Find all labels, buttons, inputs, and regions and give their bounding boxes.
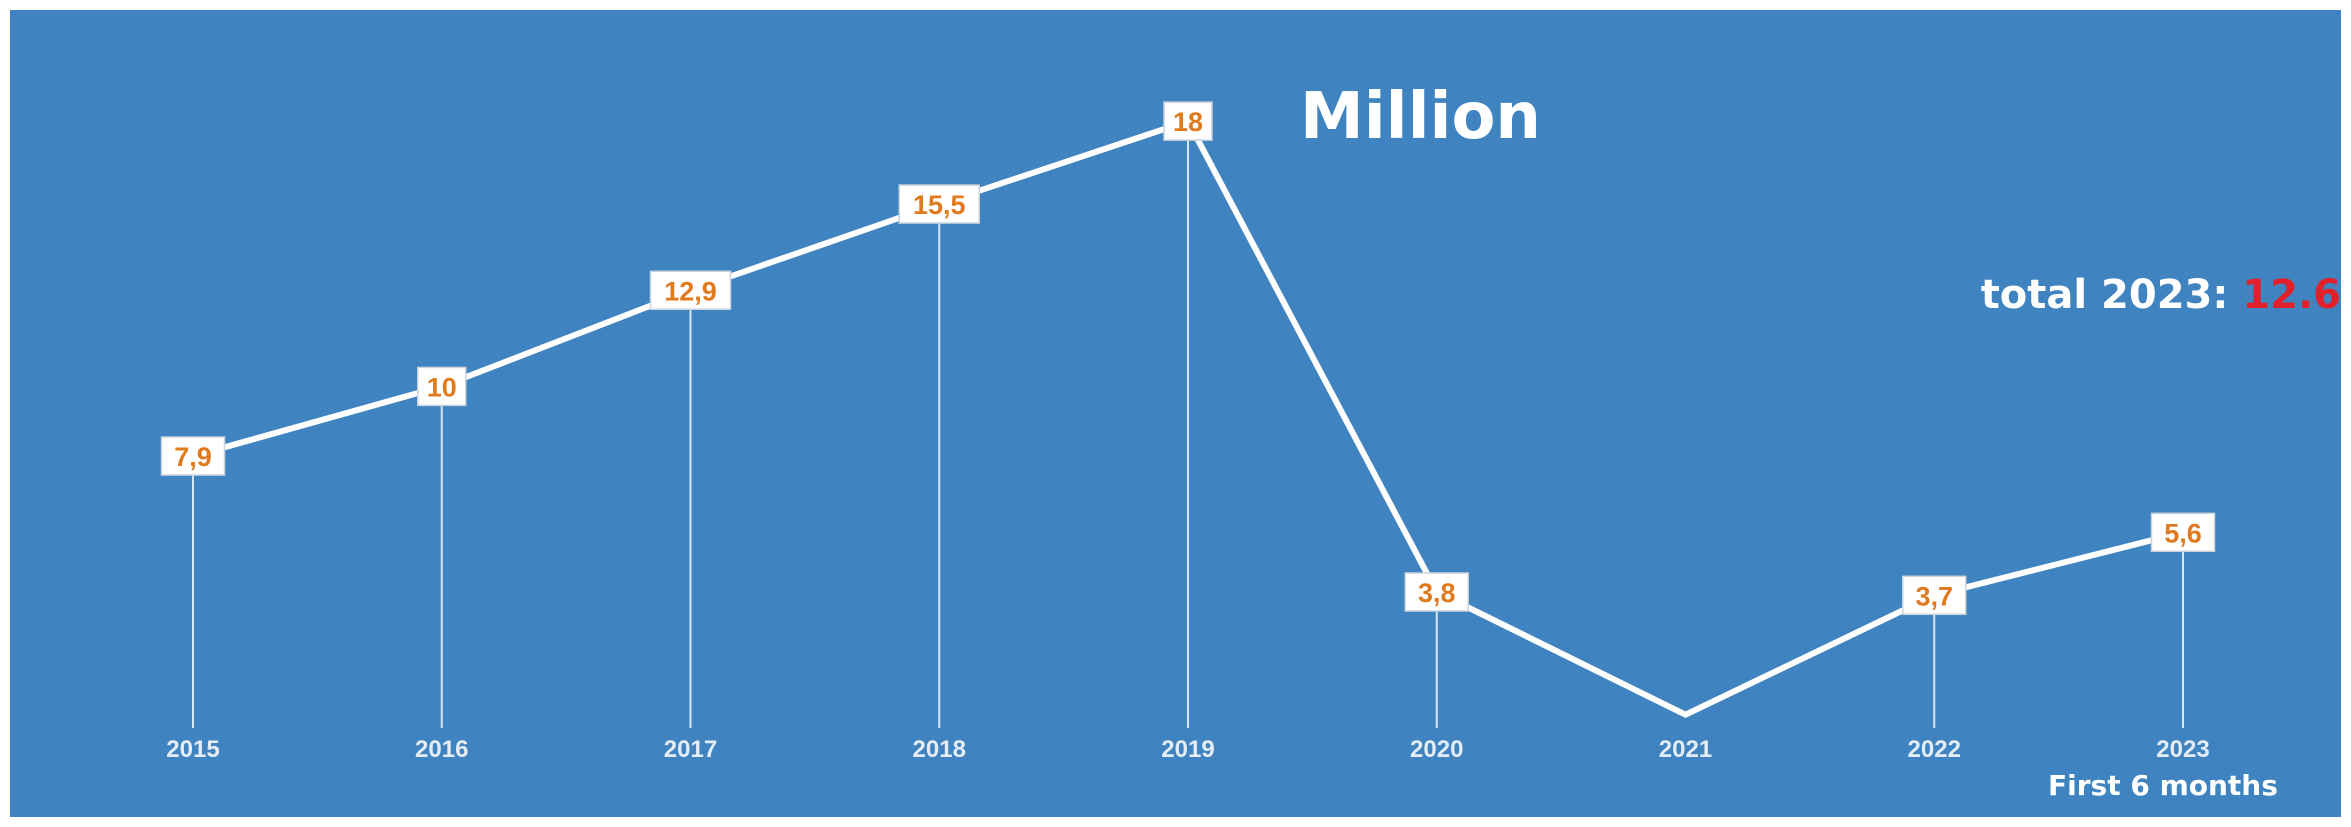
- data-label-2020: 3,8: [1418, 578, 1456, 608]
- data-label-box-2017: [649, 270, 732, 311]
- data-label-2019: 18: [1173, 107, 1203, 137]
- data-label-2016: 10: [427, 372, 457, 402]
- x-tick-label-2018: 2018: [913, 736, 966, 763]
- data-label-2023: 5,6: [2164, 518, 2202, 548]
- chart-panel: 7,9 10 12,9 15,5 18 3,8 3,7 5,6 2015 2016 2017 2018…: [10, 10, 2341, 817]
- x-tick-label-2022: 2022: [1908, 736, 1961, 763]
- x-tick-label-2021: 2021: [1659, 736, 1712, 763]
- x-tick-label-2016: 2016: [415, 736, 468, 763]
- data-label-box-2016: [417, 366, 467, 407]
- line-chart: 7,9 10 12,9 15,5 18 3,8 3,7 5,6 2015 2016 2017 2018…: [160, 101, 2216, 763]
- data-label-2018: 15,5: [913, 190, 966, 220]
- x-tick-label-2017: 2017: [664, 736, 717, 763]
- x-tick-label-2019: 2019: [1161, 736, 1214, 763]
- x-tick-label-2015: 2015: [166, 736, 219, 763]
- total-note-label: total 2023:: [1980, 272, 2243, 318]
- data-label-2022: 3,7: [1915, 581, 1953, 611]
- data-label-box-2018: [898, 184, 980, 224]
- data-label-2015: 7,9: [174, 442, 212, 472]
- unit-title: Million: [1300, 80, 1541, 154]
- first-six-months-note: First 6 months: [2048, 769, 2278, 802]
- data-label-2017: 12,9: [664, 276, 717, 306]
- x-tick-label-2020: 2020: [1410, 736, 1463, 763]
- x-tick-label-2023: 2023: [2156, 736, 2209, 763]
- total-note-value: 12.6: [2242, 272, 2341, 318]
- data-label-box-2022: [1902, 575, 1967, 616]
- total-2023-note: total 2023: 12.6: [1981, 272, 2341, 318]
- data-label-box-2023: [2150, 512, 2216, 553]
- data-label-box-2019: [1163, 101, 1213, 141]
- data-label-box-2020: [1404, 572, 1469, 612]
- data-label-box-2015: [160, 436, 226, 476]
